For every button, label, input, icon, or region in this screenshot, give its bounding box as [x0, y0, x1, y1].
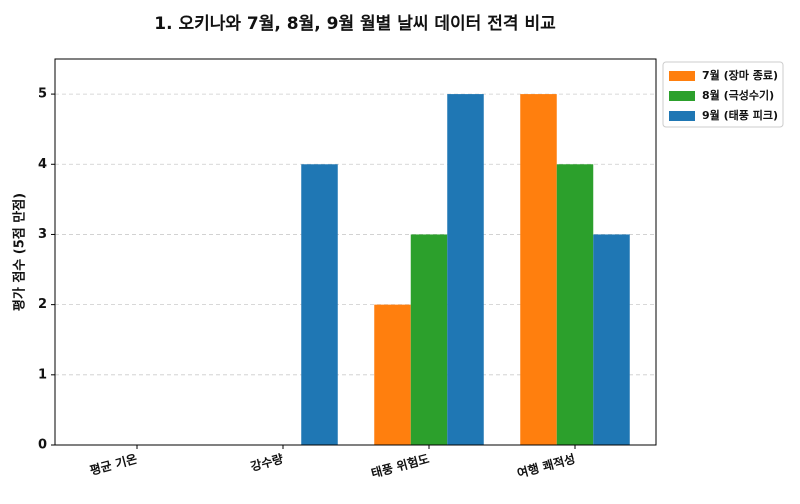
bar — [410, 234, 448, 445]
legend-swatch — [669, 91, 695, 101]
legend-label: 7월 (장마 종료) — [702, 68, 778, 82]
y-tick-label: 4 — [38, 157, 47, 172]
bar — [520, 94, 557, 445]
x-tick-label: 태풍 위험도 — [369, 451, 430, 481]
x-tick-label: 여행 쾌적성 — [515, 451, 576, 481]
y-tick-label: 3 — [38, 227, 47, 242]
x-tick-label: 강수량 — [249, 452, 285, 474]
bar — [374, 304, 411, 445]
x-tick-label: 평균 기온 — [88, 451, 139, 478]
legend-label: 8월 (극성수기) — [702, 88, 774, 102]
plot-frame — [54, 58, 657, 446]
legend-swatch — [669, 71, 695, 81]
bar — [447, 94, 484, 445]
bar — [301, 164, 338, 446]
bar — [593, 234, 630, 445]
y-tick-label: 0 — [38, 438, 47, 453]
legend-label: 9월 (태풍 피크) — [702, 108, 778, 122]
y-tick-label: 2 — [38, 297, 47, 312]
legend-swatch — [669, 111, 695, 121]
chart-title: 1. 오키나와 7월, 8월, 9월 월별 날씨 데이터 전격 비교 — [154, 14, 556, 34]
y-tick-label: 5 — [38, 87, 47, 102]
y-axis-label: 평가 점수 (5점 만점) — [12, 193, 28, 311]
y-tick-label: 1 — [38, 367, 47, 382]
bar — [556, 164, 594, 446]
